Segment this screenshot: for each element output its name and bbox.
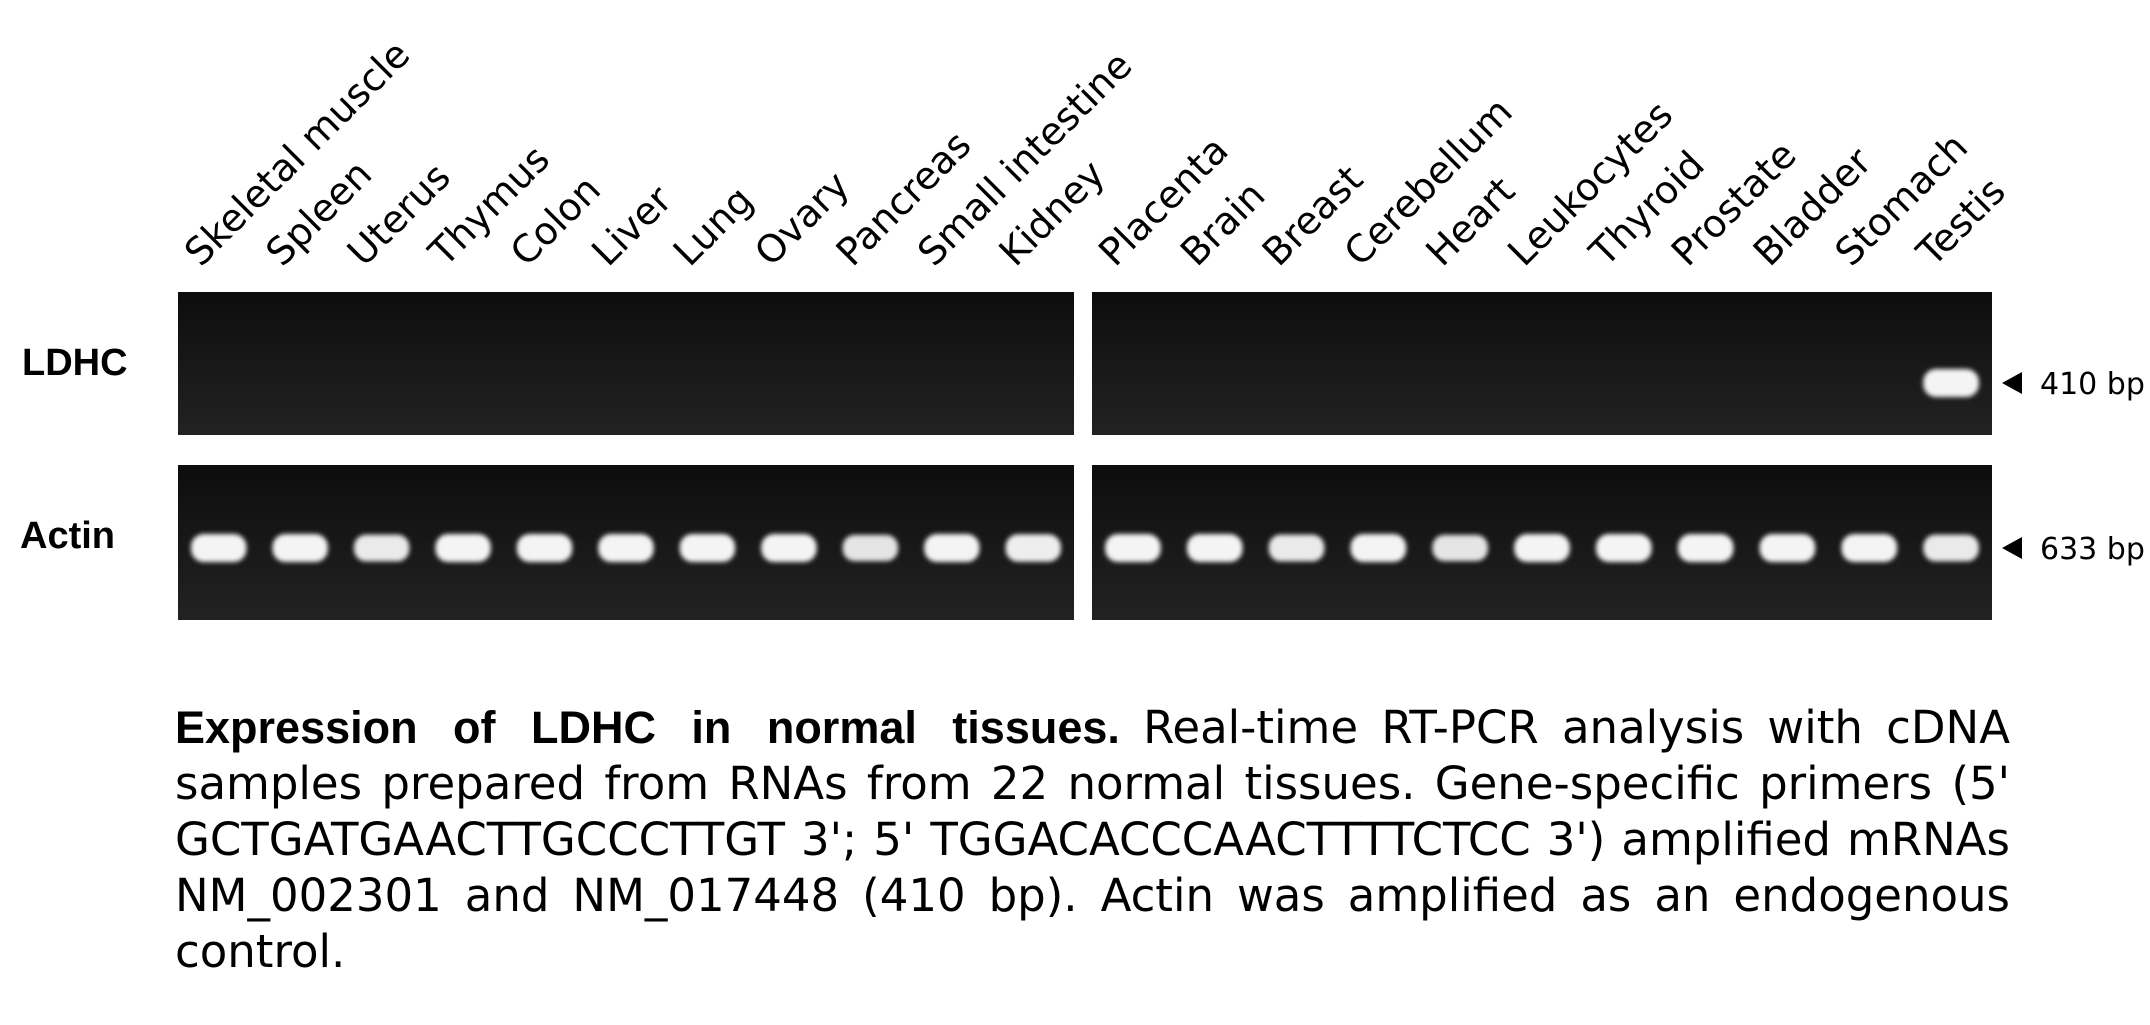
band-actin-leukocytes [1514, 534, 1570, 562]
band-actin-lung [679, 534, 736, 562]
band-actin-pancreas [842, 534, 899, 562]
band-actin-thymus [435, 534, 491, 562]
figure-caption: Expression of LDHC in normal tissues. Re… [175, 700, 2010, 980]
band-actin-liver [598, 534, 654, 562]
gel-panels [178, 292, 1992, 620]
gel-ldhc-left [178, 292, 1074, 435]
band-actin-colon [516, 534, 573, 562]
band-actin-breast [1268, 534, 1325, 562]
size-label-ldhc: 410 bp [2040, 367, 2145, 402]
row-label-actin: Actin [20, 515, 115, 557]
band-actin-brain [1186, 534, 1243, 562]
size-marker-arrow-icon [2002, 537, 2022, 559]
band-actin-kidney [1005, 534, 1061, 562]
row-label-ldhc: LDHC [22, 342, 128, 384]
band-actin-bladder [1759, 534, 1816, 562]
band-actin-thyroid [1596, 534, 1652, 562]
caption-title: Expression of LDHC in normal tissues. [175, 702, 1120, 753]
lane-label-lung: Lung [665, 178, 762, 275]
caption-body: Real-time RT-PCR analysis with cDNA samp… [175, 701, 2010, 978]
band-actin-ovary [761, 534, 817, 562]
band-actin-heart [1432, 534, 1488, 562]
gel-figure: Skeletal muscleSpleenUterusThymusColonLi… [20, 32, 2145, 620]
band-ldhc-testis [1923, 369, 1979, 397]
band-actin-skeletal-muscle [191, 534, 247, 562]
band-actin-prostate [1677, 534, 1734, 562]
size-marker-arrow-icon [2002, 372, 2022, 394]
band-actin-stomach [1841, 534, 1898, 562]
band-actin-testis [1923, 534, 1979, 562]
band-actin-uterus [353, 534, 410, 562]
band-actin-placenta [1105, 534, 1161, 562]
row-labels: LDHC 410 bp Actin 633 bp [20, 342, 2145, 567]
band-actin-spleen [272, 534, 328, 562]
band-actin-cerebellum [1350, 534, 1407, 562]
lane-labels: Skeletal muscleSpleenUterusThymusColonLi… [176, 32, 2014, 275]
band-actin-small-intestine [924, 534, 980, 562]
gel-ldhc-right [1092, 292, 1992, 435]
size-label-actin: 633 bp [2040, 532, 2145, 567]
